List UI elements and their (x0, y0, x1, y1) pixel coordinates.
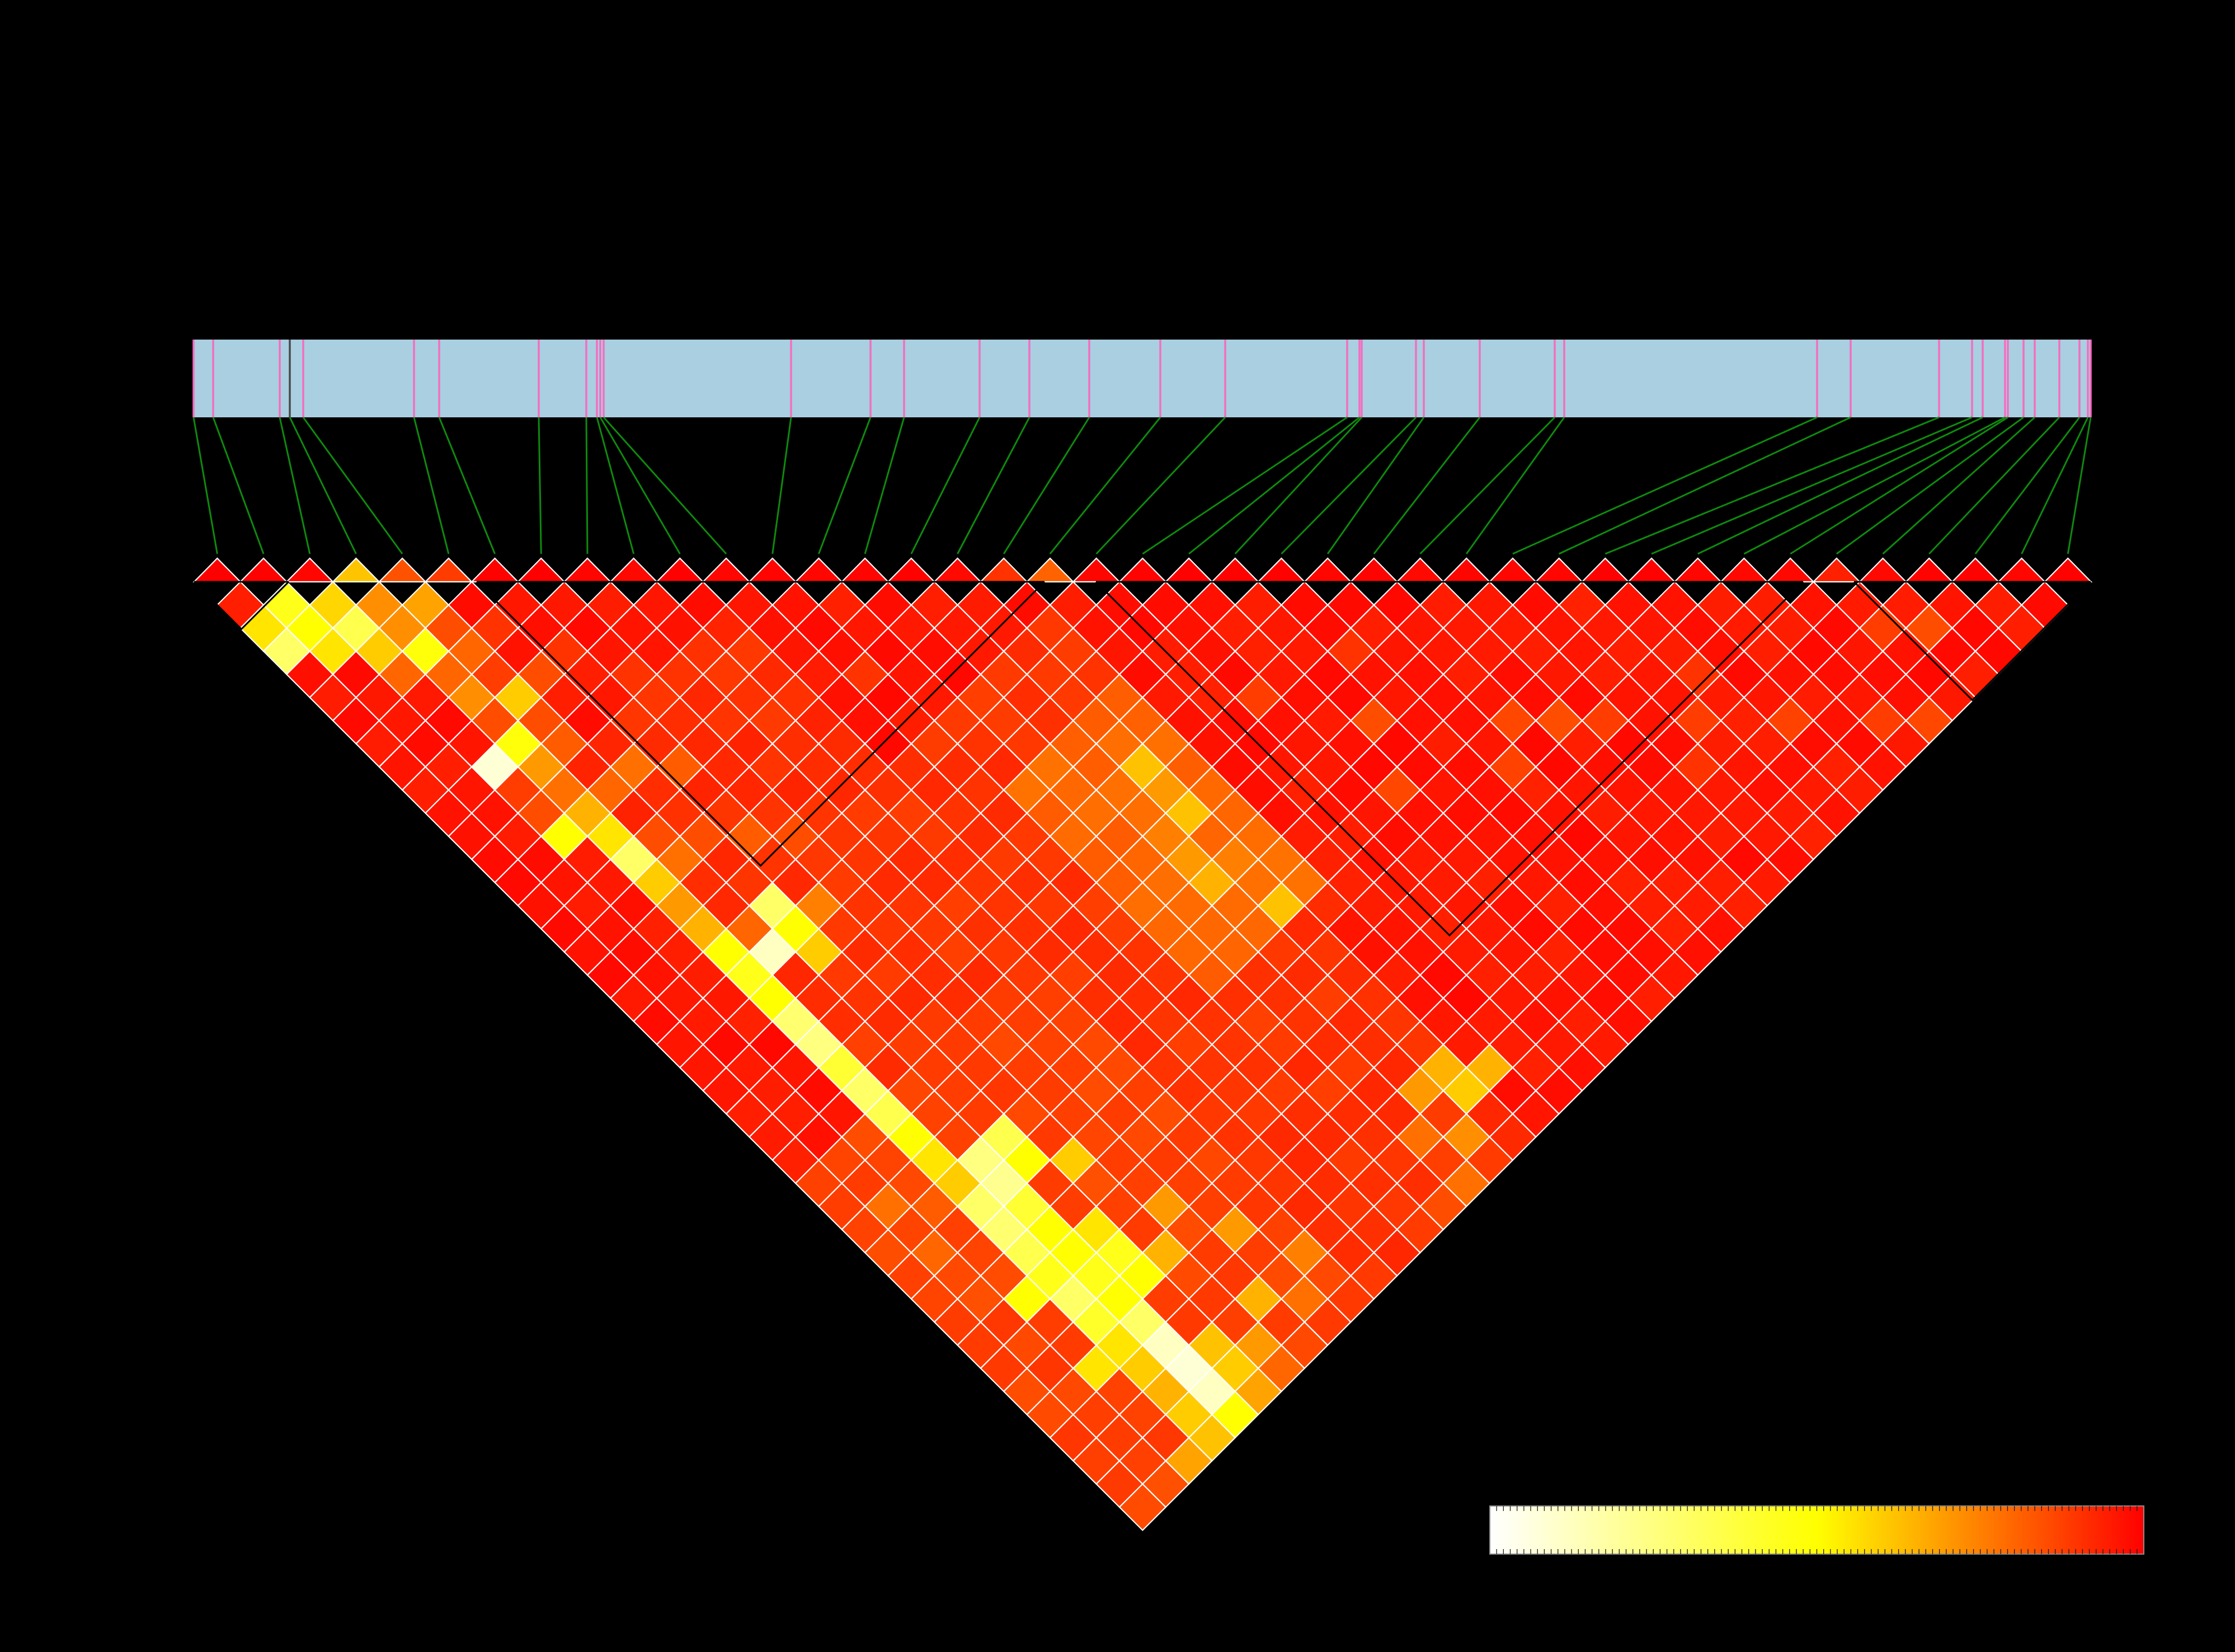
ld-diagonal-cell (516, 557, 566, 583)
color-scale-bar (1489, 1505, 2144, 1555)
ld-diagonal-cell (1303, 557, 1353, 583)
snp-connector-line (1466, 417, 1565, 554)
snp-connector-line (1559, 416, 1851, 555)
ld-diagonal-cell (1257, 557, 1306, 583)
ld-diagonal-cell (1534, 557, 1584, 583)
ld-block-outline (476, 581, 1046, 867)
snp-connector-line (2067, 417, 2092, 554)
snp-connector-line (413, 417, 450, 554)
ld-block-outline (1095, 581, 1804, 937)
snp-connector-line (1790, 416, 2008, 555)
snp-connector-line (585, 417, 589, 554)
snp-connector-line (1049, 417, 1161, 554)
ld-diagonal-cell (702, 557, 751, 583)
ld-diagonal-cell (331, 557, 381, 583)
snp-connector-line (771, 417, 792, 554)
snp-connector-line (2021, 417, 2089, 554)
ld-diagonal-cell (1442, 557, 1491, 583)
snp-connector-line (1697, 416, 1983, 555)
snp-connector-line (910, 417, 981, 554)
snp-connector-line (957, 417, 1031, 554)
snp-connector-line (1142, 416, 1348, 555)
ld-diagonal-cell (979, 557, 1029, 583)
ld-diagonal-cell (1071, 557, 1121, 583)
snp-connector-line (864, 417, 905, 554)
snp-connector-line (1281, 416, 1417, 555)
ld-diagonal-cell (562, 557, 612, 583)
ld-diagonal-cell (1858, 557, 1908, 583)
snp-connector-line (289, 417, 357, 554)
snp-connector-line (1928, 416, 2060, 555)
ld-diagonal-cell (1950, 557, 2000, 583)
ld-diagonal-cell (1627, 557, 1677, 583)
ld-diagonal-cell (747, 557, 797, 583)
genomic-position-bar (194, 340, 2091, 417)
ld-diagonal-cell (1673, 557, 1723, 583)
ld-diagonal-cell (2043, 557, 2093, 583)
ld-diagonal-cell (1766, 557, 1815, 583)
ld-diagonal-cell (1997, 557, 2046, 583)
snp-connector-line (818, 417, 872, 554)
ld-diagonal-cell (239, 557, 289, 583)
snp-connector-line (212, 417, 265, 554)
ld-diagonal-cell (1488, 557, 1537, 583)
ld-diagonal-cell (285, 557, 335, 583)
snp-connector-line (1234, 416, 1363, 555)
ld-diagonal-cell (192, 557, 242, 583)
ld-diagonal-cell (609, 557, 658, 583)
snp-connector-line (1651, 416, 1973, 555)
ld-diagonal-cell (1395, 557, 1445, 583)
ld-diagonal-cell (840, 557, 890, 583)
snp-connector-line (438, 417, 496, 554)
snp-connector-line (1882, 416, 2036, 555)
genomic-position-bar-group (194, 340, 2091, 417)
ld-diagonal-cell (886, 557, 936, 583)
ld-diagonal-cell (655, 557, 705, 583)
snp-connector-line (192, 417, 218, 554)
ld-diagonal-cell (1580, 557, 1630, 583)
ld-diagonal-cell (470, 557, 520, 583)
ld-block-outline-group (193, 581, 2092, 937)
ld-diagonal-cell (1164, 557, 1214, 583)
snp-connector-line (1095, 416, 1226, 555)
snp-connector-line-group (192, 416, 2092, 555)
snp-connector-line (538, 417, 542, 554)
snp-connector-line (302, 417, 403, 554)
ld-diagonal-cell (794, 557, 844, 583)
snp-connector-line (596, 417, 635, 554)
snp-connector-line (279, 417, 311, 554)
snp-connector-line (599, 417, 681, 554)
ld-diagonal-cell (1210, 557, 1260, 583)
ld-diagonal-cell (1719, 557, 1769, 583)
snp-connector-line (1326, 417, 1425, 554)
snp-connector-line (1605, 416, 1940, 555)
snp-connector-line (1836, 416, 2024, 555)
snp-connector-line (1003, 417, 1090, 554)
snp-connector-line (1512, 416, 1818, 555)
snp-connector-line (1419, 416, 1556, 555)
snp-connector-line (1373, 417, 1481, 554)
ld-diagonal-cell (933, 557, 982, 583)
ld-diagonal-cell (424, 557, 473, 583)
ld-diagonal-cell (1349, 557, 1399, 583)
ld-diagonal-cell (1904, 557, 1954, 583)
snp-position-tick-group (192, 340, 2092, 417)
snp-connector-line (1974, 417, 2081, 554)
snp-connector-line (1743, 416, 2006, 555)
ld-diagonal-cell (1025, 557, 1075, 583)
ld-diagonal-cell (1118, 557, 1168, 583)
color-scale-legend-group (1489, 1505, 2144, 1555)
ld-block-outline (1853, 581, 2092, 702)
ld-diagonal-cell (1811, 557, 1861, 583)
ld-block-outline (193, 581, 290, 630)
snp-connector-line (1188, 416, 1360, 555)
snp-connector-line (603, 416, 727, 555)
ld-heatmap-triangle-group (192, 557, 2093, 1531)
ld-diagonal-cell (378, 557, 427, 583)
